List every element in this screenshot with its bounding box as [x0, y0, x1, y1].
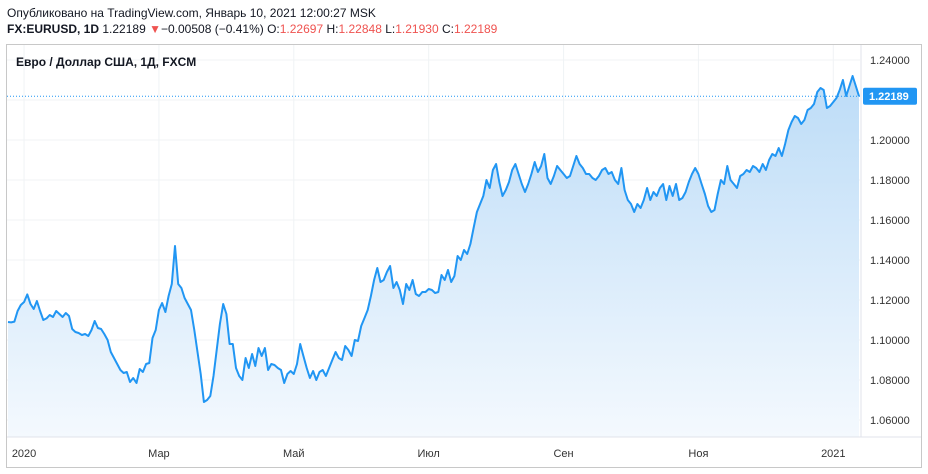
last-price-badge: 1.22189 [863, 87, 917, 105]
y-tick-label: 1.08000 [870, 375, 910, 387]
low-value: 1.21930 [395, 22, 439, 36]
x-tick-label: Ноя [688, 448, 708, 460]
price-change: −0.00508 (−0.41%) [160, 22, 264, 36]
high-label: H: [326, 22, 339, 36]
high-value: 1.22848 [338, 22, 382, 36]
chart-title: Евро / Доллар США, 1Д, FXCM [16, 55, 197, 69]
x-tick-label: Май [283, 448, 305, 460]
symbol-header: FX:EURUSD, 1D 1.22189 ▼−0.00508 (−0.41%)… [7, 22, 497, 36]
y-tick-label: 1.06000 [870, 415, 910, 427]
symbol-label: FX:EURUSD, 1D [7, 22, 100, 36]
y-tick-label: 1.10000 [870, 335, 910, 347]
published-note: Опубликовано на TradingView.com, Январь … [7, 6, 376, 20]
chart-frame [6, 44, 922, 468]
x-tick-label: 2020 [12, 448, 36, 460]
down-arrow-icon: ▼ [149, 22, 161, 36]
y-tick-label: 1.16000 [870, 215, 910, 227]
close-value: 1.22189 [453, 22, 498, 36]
x-tick-label: Мар [148, 448, 170, 460]
last-price-badge-bg [863, 87, 917, 105]
close-label: C: [441, 22, 454, 36]
price-line [7, 75, 860, 403]
y-tick-label: 1.18000 [870, 175, 910, 187]
x-tick-label: Июл [418, 448, 440, 460]
y-tick-label: 1.20000 [870, 135, 910, 147]
x-tick-label: Сен [553, 448, 573, 460]
last-price-badge-label: 1.22189 [869, 91, 909, 103]
open-label: O: [267, 22, 280, 36]
open-value: 1.22697 [279, 22, 324, 36]
x-tick-label: 2021 [821, 448, 845, 460]
last-price: 1.22189 [102, 22, 146, 36]
low-label: L: [385, 22, 396, 36]
y-tick-label: 1.12000 [870, 295, 910, 307]
y-tick-label: 1.14000 [870, 255, 910, 267]
y-tick-label: 1.24000 [870, 55, 910, 67]
price-area-fill [8, 76, 859, 437]
